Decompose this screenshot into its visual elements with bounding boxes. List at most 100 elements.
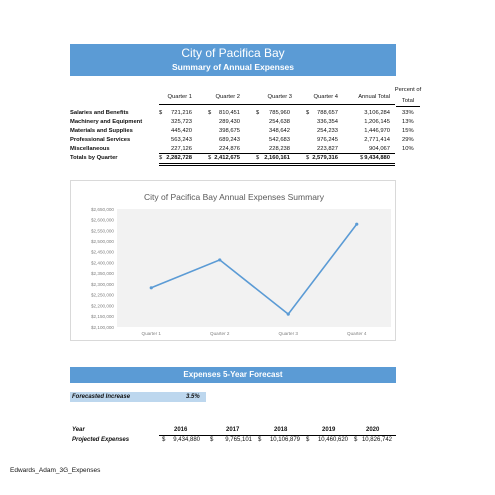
forecast-year: 2020 xyxy=(366,427,380,433)
currency-symbol: $ xyxy=(354,437,358,443)
percent-cell: 10% xyxy=(402,146,414,152)
row-label: Salaries and Benefits xyxy=(70,110,129,116)
y-tick-label: $2,100,000 xyxy=(91,325,114,330)
y-tick-label: $2,500,000 xyxy=(91,239,114,244)
percent-cell: 29% xyxy=(402,137,414,143)
y-tick-label: $2,350,000 xyxy=(91,271,114,276)
currency-symbol: $ xyxy=(162,437,166,443)
table-cell: 810,451 xyxy=(219,110,240,116)
y-tick-label: $2,650,000 xyxy=(91,207,114,212)
x-tick-label: Quarter 1 xyxy=(142,331,162,336)
currency-symbol: $ xyxy=(258,437,262,443)
header-rule xyxy=(159,104,395,105)
col-header-q2: Quarter 2 xyxy=(215,94,241,100)
currency-symbol: $ xyxy=(360,155,364,161)
forecast-projected-value: 10,826,742 xyxy=(361,437,392,443)
totals-cell: 9,434,880 xyxy=(364,155,390,161)
title-band: City of Pacifica Bay Summary of Annual E… xyxy=(70,44,396,76)
forecast-rule xyxy=(159,435,396,436)
data-point xyxy=(286,312,290,316)
table-cell: 224,876 xyxy=(219,146,240,152)
currency-symbol: $ xyxy=(256,155,260,161)
x-tick-label: Quarter 3 xyxy=(279,331,299,336)
currency-symbol: $ xyxy=(208,155,212,161)
table-cell: 227,126 xyxy=(171,146,192,152)
forecast-projected-value: 10,106,879 xyxy=(269,437,300,443)
x-tick-label: Quarter 4 xyxy=(347,331,367,336)
footer-filename: Edwards_Adam_3G_Expenses xyxy=(10,467,101,474)
forecast-year: 2019 xyxy=(322,427,336,433)
y-tick-label: $2,300,000 xyxy=(91,282,114,287)
series-line xyxy=(150,223,358,316)
forecast-projected-value: 9,434,880 xyxy=(173,437,200,443)
chart-title: City of Pacifica Bay Annual Expenses Sum… xyxy=(144,192,325,202)
table-cell: 788,657 xyxy=(317,110,338,116)
col-header-percent-line2: Total xyxy=(401,98,415,104)
totals-label: Totals by Quarter xyxy=(70,155,118,161)
y-tick-label: $2,400,000 xyxy=(91,260,114,265)
currency-symbol: $ xyxy=(306,155,310,161)
currency-symbol: $ xyxy=(256,110,260,116)
col-header-annual: Annual Total xyxy=(358,94,390,100)
page-title: City of Pacifica Bay xyxy=(181,46,285,60)
table-cell: 563,243 xyxy=(171,137,192,143)
currency-symbol: $ xyxy=(306,110,310,116)
table-cell: 348,642 xyxy=(269,128,290,134)
row-label: Machinery and Equipment xyxy=(70,119,143,125)
row-label: Miscellaneous xyxy=(70,146,110,152)
table-cell: 542,683 xyxy=(269,137,290,143)
forecast-year: 2016 xyxy=(174,427,188,433)
forecast-increase-value: 3.5% xyxy=(186,394,200,400)
data-point xyxy=(149,286,153,290)
header-rule-percent xyxy=(396,106,420,107)
expenses-line-chart: City of Pacifica Bay Annual Expenses Sum… xyxy=(91,192,391,336)
table-cell: 445,420 xyxy=(171,128,192,134)
plot-background xyxy=(117,209,391,327)
table-cell: 904,067 xyxy=(369,146,390,152)
table-cell: 223,827 xyxy=(317,146,338,152)
forecast-band: Expenses 5-Year Forecast xyxy=(70,367,396,383)
row-label: Professional Services xyxy=(70,137,131,143)
table-cell: 228,238 xyxy=(269,146,290,152)
y-tick-label: $2,200,000 xyxy=(91,303,114,308)
data-point xyxy=(218,258,222,262)
x-tick-label: Quarter 2 xyxy=(210,331,230,336)
currency-symbol: $ xyxy=(208,110,212,116)
currency-symbol: $ xyxy=(159,110,163,116)
totals-cell: 2,412,675 xyxy=(214,155,240,161)
y-tick-label: $2,450,000 xyxy=(91,250,114,255)
col-header-q1: Quarter 1 xyxy=(167,94,193,100)
table-cell: 721,216 xyxy=(171,110,192,116)
table-cell: 336,354 xyxy=(317,119,338,125)
page-subtitle: Summary of Annual Expenses xyxy=(171,62,295,72)
table-cell: 976,245 xyxy=(317,137,338,143)
forecast-year: 2017 xyxy=(226,427,240,433)
table-cell: 325,723 xyxy=(171,119,192,125)
plot-area xyxy=(117,209,391,327)
currency-symbol: $ xyxy=(159,155,163,161)
table-cell: 2,771,414 xyxy=(364,137,390,143)
table-cell: 1,206,145 xyxy=(364,119,390,125)
percent-cell: 13% xyxy=(402,119,414,125)
y-tick-label: $2,250,000 xyxy=(91,293,114,298)
forecast-projected-value: 9,765,101 xyxy=(225,437,252,443)
totals-cell: 2,282,728 xyxy=(166,155,192,161)
table-cell: 785,960 xyxy=(269,110,290,116)
data-point xyxy=(355,222,359,226)
col-header-q4: Quarter 4 xyxy=(313,94,339,100)
table-cell: 1,446,970 xyxy=(364,128,390,134)
forecast-increase-box xyxy=(70,392,206,402)
col-header-q3: Quarter 3 xyxy=(267,94,293,100)
forecast-projected-label: Projected Expenses xyxy=(72,437,130,443)
table-cell: 398,675 xyxy=(219,128,240,134)
totals-double-rule xyxy=(159,163,395,166)
totals-cell: 2,579,316 xyxy=(312,155,338,161)
forecast-year: 2018 xyxy=(274,427,288,433)
forecast-increase-label: Forecasted Increase xyxy=(72,394,131,400)
y-axis: $2,650,000 $2,600,000 $2,550,000 $2,500,000… xyxy=(91,207,114,330)
table-cell: 3,106,284 xyxy=(364,110,390,116)
currency-symbol: $ xyxy=(210,437,214,443)
y-tick-label: $2,550,000 xyxy=(91,228,114,233)
table-cell: 289,430 xyxy=(219,119,240,125)
series-expenses xyxy=(149,222,359,316)
